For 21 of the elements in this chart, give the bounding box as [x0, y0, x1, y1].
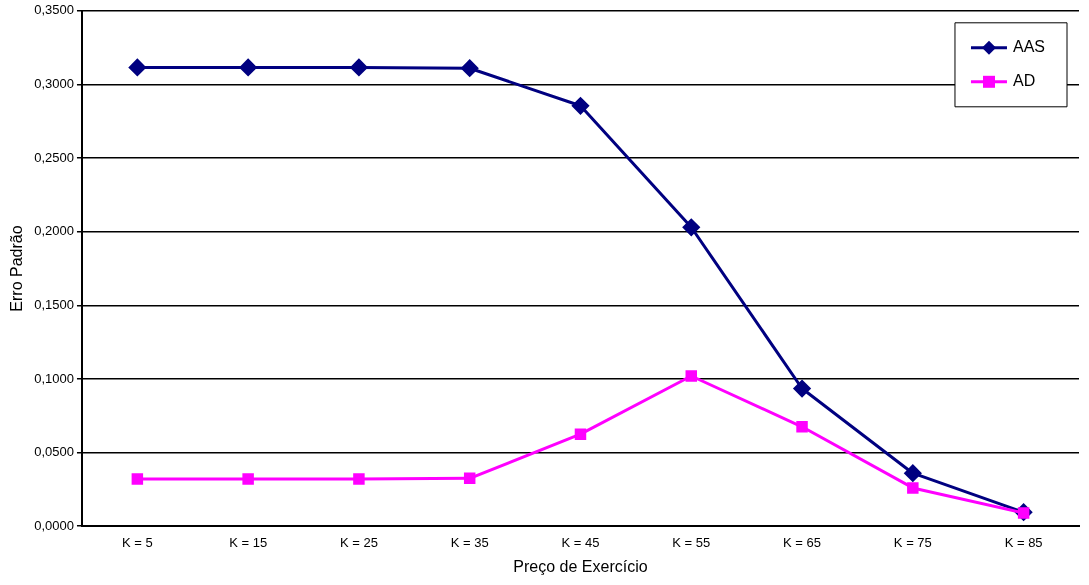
y-tick-label: 0,2000: [34, 223, 74, 239]
x-tick-label: K = 45: [561, 534, 600, 550]
legend-label: AAS: [1012, 38, 1045, 56]
x-tick-label: K = 55: [672, 534, 711, 550]
x-tick-label: K = 85: [1004, 534, 1043, 550]
y-tick-label: 0,0500: [34, 444, 74, 460]
x-tick-label: K = 35: [450, 534, 489, 550]
y-tick-label: 0,1000: [34, 370, 74, 386]
x-axis-title: Preço de Exercício: [513, 557, 648, 575]
y-tick-label: 0,0000: [34, 517, 74, 533]
y-tick-label: 0,3500: [34, 2, 74, 18]
x-tick-label: K = 75: [893, 534, 932, 550]
x-tick-label: K = 5: [121, 534, 153, 550]
x-tick-label: K = 25: [339, 534, 378, 550]
y-tick-label: 0,2500: [34, 149, 74, 165]
y-tick-label: 0,1500: [34, 296, 74, 312]
y-axis-title: Erro Padrão: [8, 225, 26, 312]
y-tick-label: 0,3000: [34, 76, 74, 92]
x-tick-label: K = 15: [229, 534, 268, 550]
legend-label: AD: [1012, 72, 1036, 90]
x-tick-label: K = 65: [783, 534, 822, 550]
